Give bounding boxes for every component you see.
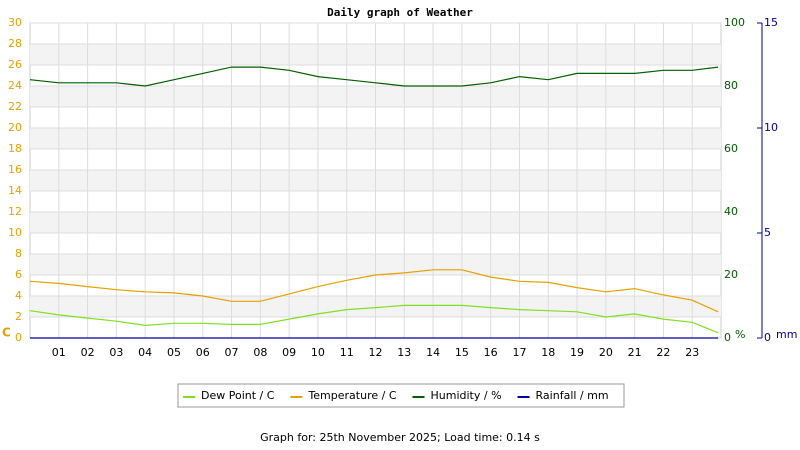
y3-tick-label: 0 (764, 331, 771, 344)
x-tick-label: 16 (484, 346, 498, 359)
x-tick-label: 09 (282, 346, 296, 359)
y-tick-label: 26 (8, 58, 22, 71)
y-tick-label: 6 (15, 268, 22, 281)
y-tick-label: 28 (8, 37, 22, 50)
legend-label: Temperature / C (307, 389, 396, 402)
x-tick-label: 07 (225, 346, 239, 359)
y2-axis-label: % (735, 328, 745, 341)
x-tick-label: 13 (397, 346, 411, 359)
y3-tick-label: 10 (764, 121, 778, 134)
x-tick-label: 21 (628, 346, 642, 359)
y3-tick-label: 15 (764, 16, 778, 29)
x-tick-label: 17 (512, 346, 526, 359)
x-tick-label: 14 (426, 346, 440, 359)
series-line (29, 304, 719, 334)
y-tick-label: 22 (8, 100, 22, 113)
y3-tick-label: 5 (764, 226, 771, 239)
x-tick-label: 12 (369, 346, 383, 359)
x-tick-label: 19 (570, 346, 584, 359)
x-tick-label: 20 (599, 346, 613, 359)
x-tick-label: 15 (455, 346, 469, 359)
y-tick-label: 12 (8, 205, 22, 218)
y-tick-label: 4 (15, 289, 22, 302)
y-tick-label: 24 (8, 79, 22, 92)
legend-label: Rainfall / mm (536, 389, 609, 402)
x-tick-label: 11 (340, 346, 354, 359)
y-tick-label: 20 (8, 121, 22, 134)
y-tick-label: 2 (15, 310, 22, 323)
y-tick-label: 18 (8, 142, 22, 155)
footer: Graph for: 25th November 2025; Load time… (260, 431, 540, 444)
y2-tick-label: 40 (724, 205, 738, 218)
chart-title: Daily graph of Weather (327, 6, 473, 19)
y-tick-label: 14 (8, 184, 22, 197)
y2-tick-label: 80 (724, 79, 738, 92)
x-tick-label: 05 (167, 346, 181, 359)
x-tick-label: 18 (541, 346, 555, 359)
y-tick-label: 0 (15, 331, 22, 344)
x-tick-label: 04 (138, 346, 152, 359)
x-tick-label: 02 (81, 346, 95, 359)
y-tick-label: 10 (8, 226, 22, 239)
x-tick-label: 03 (109, 346, 123, 359)
x-tick-label: 01 (52, 346, 66, 359)
legend-box (177, 383, 625, 408)
y3-axis-label: mm (776, 328, 797, 341)
legend-label: Dew Point / C (201, 389, 275, 402)
x-tick-label: 08 (253, 346, 267, 359)
x-tick-label: 06 (196, 346, 210, 359)
y-tick-label: 30 (8, 16, 22, 29)
x-tick-label: 10 (311, 346, 325, 359)
y2-tick-label: 20 (724, 268, 738, 281)
y2-tick-label: 60 (724, 142, 738, 155)
series-line (29, 269, 719, 313)
y-tick-label: 8 (15, 247, 22, 260)
series-line (29, 66, 719, 87)
y2-tick-label: 0 (724, 331, 731, 344)
x-tick-label: 23 (685, 346, 699, 359)
y2-tick-label: 100 (724, 16, 745, 29)
legend-label: Humidity / % (431, 389, 502, 402)
x-tick-label: 22 (656, 346, 670, 359)
y-axis-label: C (2, 326, 11, 340)
y-tick-label: 16 (8, 163, 22, 176)
